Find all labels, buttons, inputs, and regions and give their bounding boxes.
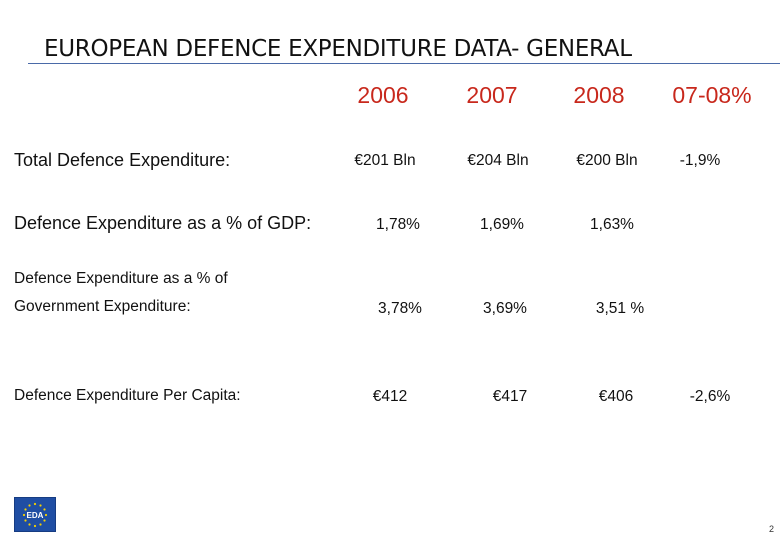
row-total-2007: €204 Bln xyxy=(467,152,529,169)
row-capita-change: -2,6% xyxy=(689,388,731,405)
col-header-2008: 2008 xyxy=(573,82,625,108)
row-label-gdp: Defence Expenditure as a % of GDP: xyxy=(14,213,312,233)
row-capita-2006: €412 xyxy=(372,388,408,405)
row-gov-2007: 3,69% xyxy=(483,300,527,317)
logo-text: EDA xyxy=(27,511,44,520)
row-total-change: -1,9% xyxy=(679,152,721,169)
title-rule xyxy=(28,63,780,64)
page-number: 2 xyxy=(768,524,774,534)
col-header-change: 07-08% xyxy=(672,82,752,108)
row-gov-2006: 3,78% xyxy=(378,300,422,317)
row-gov-2008: 3,51 % xyxy=(595,300,645,317)
row-label-gov-line1: Defence Expenditure as a % of xyxy=(14,270,228,287)
row-label-total: Total Defence Expenditure: xyxy=(14,150,231,170)
row-label-capita: Defence Expenditure Per Capita: xyxy=(14,387,241,404)
row-label-gov-line2: Government Expenditure: xyxy=(14,298,191,315)
col-header-2007: 2007 xyxy=(466,82,518,108)
eda-logo: EDA xyxy=(14,497,56,532)
row-gdp-2006: 1,78% xyxy=(376,216,420,233)
col-header-2006: 2006 xyxy=(357,82,409,108)
row-total-2006: €201 Bln xyxy=(354,152,416,169)
row-capita-2007: €417 xyxy=(492,388,528,405)
eu-stars-icon: EDA xyxy=(22,502,48,528)
page-title: EUROPEAN DEFENCE EXPENDITURE DATA- GENER… xyxy=(44,36,632,62)
row-capita-2008: €406 xyxy=(598,388,634,405)
row-gdp-2007: 1,69% xyxy=(480,216,524,233)
row-total-2008: €200 Bln xyxy=(576,152,638,169)
row-gdp-2008: 1,63% xyxy=(590,216,634,233)
